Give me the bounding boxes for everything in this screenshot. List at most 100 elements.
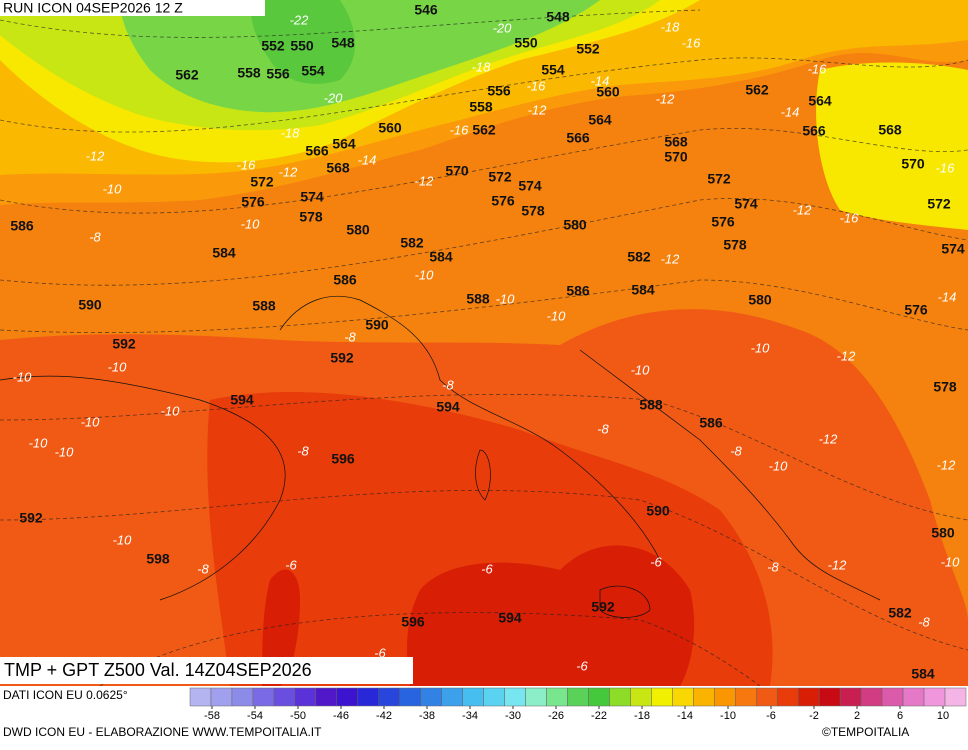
geopotential-label: 562 bbox=[472, 122, 496, 138]
colorbar-swatch bbox=[839, 687, 862, 707]
temperature-label: -12 bbox=[661, 251, 681, 266]
geopotential-label: 584 bbox=[911, 666, 935, 682]
geopotential-label: 574 bbox=[300, 189, 324, 205]
geopotential-label: 556 bbox=[266, 66, 290, 82]
geopotential-label: 580 bbox=[563, 217, 587, 233]
colorbar-tick-label: -14 bbox=[677, 710, 693, 722]
temperature-label: -10 bbox=[55, 444, 75, 459]
colorbar-tick-label: -38 bbox=[419, 710, 435, 722]
temperature-label: -12 bbox=[837, 348, 857, 363]
geopotential-label: 566 bbox=[802, 123, 826, 139]
colorbar-swatch bbox=[189, 687, 212, 707]
temperature-label: -10 bbox=[631, 362, 651, 377]
geopotential-label: 564 bbox=[332, 136, 356, 152]
colorbar-swatch bbox=[357, 687, 380, 707]
temperature-label: -10 bbox=[941, 554, 961, 569]
colorbar-tick-label: -42 bbox=[376, 710, 392, 722]
geopotential-label: 588 bbox=[466, 291, 490, 307]
colorbar-swatch bbox=[630, 687, 652, 707]
colorbar-swatch bbox=[315, 687, 338, 707]
geopotential-label: 546 bbox=[414, 2, 438, 18]
geopotential-label: 588 bbox=[252, 298, 276, 314]
colorbar-swatch bbox=[944, 687, 967, 707]
colorbar-swatch bbox=[672, 687, 694, 707]
geopotential-label: 584 bbox=[631, 282, 655, 298]
geopotential-label: 566 bbox=[305, 143, 329, 159]
temperature-label: -8 bbox=[197, 561, 209, 576]
geopotential-label: 570 bbox=[664, 149, 688, 165]
colorbar-tick-label: -54 bbox=[247, 710, 263, 722]
field-dark-green bbox=[250, 0, 355, 84]
temperature-label: -10 bbox=[113, 532, 133, 547]
geopotential-label: 562 bbox=[175, 67, 199, 83]
colorbar-swatch bbox=[294, 687, 317, 707]
geopotential-label: 586 bbox=[10, 218, 34, 234]
temperature-label: -10 bbox=[13, 369, 33, 384]
geopotential-label: 572 bbox=[250, 174, 274, 190]
colorbar-swatch bbox=[483, 687, 505, 707]
temperature-label: -12 bbox=[86, 148, 106, 163]
geopotential-label: 576 bbox=[904, 302, 928, 318]
temperature-label: -6 bbox=[650, 554, 662, 569]
temperature-label: -12 bbox=[279, 164, 299, 179]
temperature-label: -12 bbox=[528, 102, 548, 117]
geopotential-label: 548 bbox=[331, 35, 355, 51]
colorbar-swatch bbox=[714, 687, 736, 707]
colorbar-swatch bbox=[902, 687, 925, 707]
colorbar-swatch bbox=[252, 687, 275, 707]
temperature-label: -12 bbox=[656, 91, 676, 106]
temperature-label: -8 bbox=[297, 443, 309, 458]
temperature-label: -8 bbox=[89, 229, 101, 244]
geopotential-label: 558 bbox=[237, 65, 261, 81]
geopotential-label: 580 bbox=[931, 525, 955, 541]
geopotential-label: 550 bbox=[514, 35, 538, 51]
run-box bbox=[0, 0, 265, 16]
colorbar-tick-label: 10 bbox=[937, 710, 949, 722]
colorbar-swatch bbox=[776, 687, 799, 707]
colorbar-tick-label: -10 bbox=[720, 710, 736, 722]
colorbar-swatch bbox=[378, 687, 400, 707]
temperature-label: -18 bbox=[472, 59, 492, 74]
geopotential-label: 568 bbox=[878, 122, 902, 138]
geopotential-label: 550 bbox=[290, 38, 314, 54]
colorbar-tick-label: -46 bbox=[333, 710, 349, 722]
colorbar-tick-label: -2 bbox=[809, 710, 819, 722]
geopotential-label: 590 bbox=[78, 297, 102, 313]
geopotential-label: 552 bbox=[261, 38, 285, 54]
colorbar-swatch bbox=[567, 687, 589, 707]
colorbar-swatch bbox=[797, 687, 820, 707]
geopotential-label: 572 bbox=[707, 171, 731, 187]
source: DATI ICON EU 0.0625° bbox=[3, 688, 128, 702]
colorbar-swatch bbox=[881, 687, 904, 707]
temperature-label: -8 bbox=[597, 421, 609, 436]
temperature-label: -12 bbox=[937, 457, 957, 472]
geopotential-label: 576 bbox=[241, 194, 265, 210]
geopotential-label: 586 bbox=[699, 415, 723, 431]
geopotential-label: 596 bbox=[401, 614, 425, 630]
geopotential-label: 594 bbox=[498, 610, 522, 626]
temperature-label: -14 bbox=[938, 289, 957, 304]
geopotential-label: 570 bbox=[445, 163, 469, 179]
colorbar-tick-label: -26 bbox=[548, 710, 564, 722]
geopotential-label: 578 bbox=[933, 379, 957, 395]
geopotential-label: 592 bbox=[19, 510, 43, 526]
geopotential-label: 584 bbox=[212, 245, 236, 261]
temperature-label: -14 bbox=[358, 152, 377, 167]
temperature-label: -10 bbox=[751, 340, 771, 355]
geopotential-label: 554 bbox=[541, 62, 565, 78]
temperature-label: -16 bbox=[450, 122, 470, 137]
temperature-label: -10 bbox=[29, 435, 49, 450]
geopotential-label: 574 bbox=[941, 241, 965, 257]
geopotential-label: 590 bbox=[365, 317, 389, 333]
geopotential-label: 584 bbox=[429, 249, 453, 265]
temperature-label: -10 bbox=[161, 403, 181, 418]
geopotential-label: 560 bbox=[596, 84, 620, 100]
temperature-label: -10 bbox=[81, 414, 101, 429]
geopotential-label: 558 bbox=[469, 99, 493, 115]
colorbar-swatch bbox=[588, 687, 610, 707]
geopotential-label: 552 bbox=[576, 41, 600, 57]
temperature-label: -16 bbox=[840, 210, 860, 225]
temperature-label: -16 bbox=[237, 157, 257, 172]
